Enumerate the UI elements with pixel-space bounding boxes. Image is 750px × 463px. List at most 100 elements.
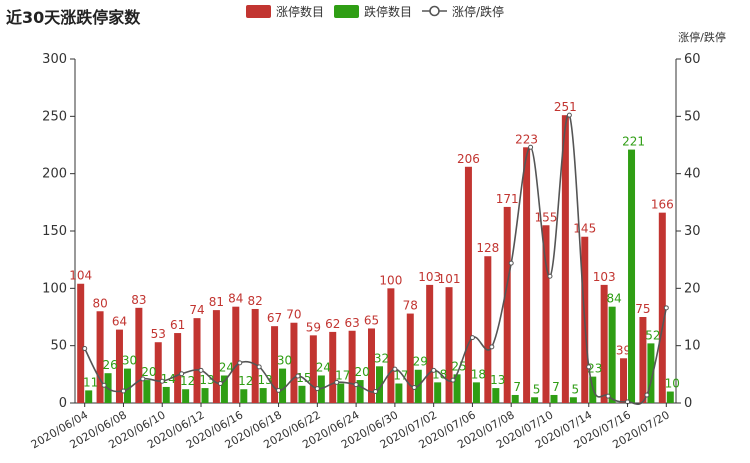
y-left-tick-label: 0 xyxy=(59,396,67,411)
limit-down-bar xyxy=(182,389,190,403)
limit-up-data-label: 74 xyxy=(189,303,204,317)
ratio-point xyxy=(295,373,301,379)
limit-up-bar xyxy=(464,166,472,403)
limit-down-data-label: 26 xyxy=(102,358,117,372)
limit-down-data-label: 20 xyxy=(141,365,156,379)
limit-up-data-label: 223 xyxy=(515,132,538,146)
y-left-tick-label: 250 xyxy=(42,109,67,124)
limit-up-data-label: 81 xyxy=(209,295,224,309)
y-right-tick-label: 50 xyxy=(684,109,701,124)
legend-swatch-limit-up xyxy=(246,5,271,18)
limit-down-bar xyxy=(647,343,655,403)
limit-up-bar xyxy=(387,288,395,403)
y-left-tick-label: 50 xyxy=(50,339,67,354)
limit-up-bar xyxy=(658,212,666,403)
ratio-point xyxy=(663,305,669,311)
limit-down-data-label: 5 xyxy=(533,382,541,396)
limit-up-data-label: 63 xyxy=(344,316,359,330)
limit-down-data-label: 32 xyxy=(374,351,389,365)
limit-up-data-label: 82 xyxy=(248,294,263,308)
limit-down-bar xyxy=(376,366,383,403)
limit-down-data-label: 5 xyxy=(572,382,580,396)
limit-up-bar xyxy=(348,330,356,403)
limit-up-bar xyxy=(115,329,123,403)
limit-down-bar xyxy=(317,375,325,403)
ratio-point xyxy=(411,385,417,391)
limit-down-data-label: 18 xyxy=(471,367,486,381)
limit-up-data-label: 67 xyxy=(267,311,282,325)
ratio-point xyxy=(469,335,475,341)
limit-up-bar xyxy=(406,313,414,403)
limit-up-bar xyxy=(523,147,531,403)
limit-down-bar xyxy=(492,388,500,403)
limit-up-data-label: 59 xyxy=(306,320,321,334)
ratio-point xyxy=(101,382,107,388)
y-right-tick-label: 40 xyxy=(684,167,701,182)
limit-up-bar xyxy=(232,306,240,403)
legend-swatch-limit-down xyxy=(334,5,359,18)
limit-up-bar xyxy=(426,284,434,403)
limit-up-data-label: 65 xyxy=(364,313,379,327)
limit-down-bar xyxy=(511,394,519,403)
limit-down-data-label: 11 xyxy=(83,375,98,389)
limit-up-data-label: 166 xyxy=(651,198,674,212)
limit-up-bar xyxy=(620,358,628,403)
legend-label-limit-down: 跌停数目 xyxy=(364,4,412,19)
ratio-point xyxy=(508,260,514,266)
limit-up-data-label: 171 xyxy=(496,192,519,206)
limit-up-data-label: 104 xyxy=(69,269,92,283)
limit-down-bar xyxy=(628,149,636,403)
limit-up-bar xyxy=(271,326,279,403)
limit-up-data-label: 128 xyxy=(476,241,499,255)
limit-down-bar xyxy=(298,385,306,403)
ratio-point xyxy=(353,382,359,388)
ratio-point xyxy=(237,360,243,366)
limit-up-bar xyxy=(368,328,375,403)
limit-down-bar xyxy=(356,380,364,403)
limit-down-bar xyxy=(259,388,267,403)
limit-down-data-label: 30 xyxy=(122,354,137,368)
limit-up-data-label: 206 xyxy=(457,152,480,166)
limit-down-bar xyxy=(531,397,539,403)
limit-up-bar xyxy=(135,307,143,403)
limit-up-bar xyxy=(212,310,220,403)
limit-up-bar xyxy=(445,287,453,403)
limit-up-data-label: 83 xyxy=(131,293,146,307)
y-right-tick-label: 30 xyxy=(684,224,701,239)
limit-down-data-label: 25 xyxy=(451,359,466,373)
y-right-tick-label: 0 xyxy=(684,396,692,411)
limit-down-data-label: 29 xyxy=(413,355,428,369)
limit-up-data-label: 61 xyxy=(170,318,185,332)
limit-up-bar xyxy=(193,318,201,403)
limit-up-data-label: 100 xyxy=(379,273,402,287)
limit-down-bar xyxy=(434,382,442,403)
ratio-point xyxy=(528,144,534,150)
limit-down-data-label: 13 xyxy=(258,373,273,387)
ratio-point xyxy=(140,376,146,382)
ratio-point xyxy=(586,364,592,370)
ratio-line xyxy=(83,113,668,406)
limit-up-bar xyxy=(561,115,569,403)
limit-down-bar xyxy=(608,306,616,403)
limit-down-data-label: 13 xyxy=(199,373,214,387)
limit-up-bar xyxy=(77,283,85,403)
y-left-tick-label: 200 xyxy=(42,167,67,182)
limit-down-data-label: 84 xyxy=(607,292,622,306)
ratio-point xyxy=(489,344,495,350)
y-right-tick-label: 10 xyxy=(684,339,701,354)
limit-up-data-label: 103 xyxy=(418,270,441,284)
limit-up-data-label: 103 xyxy=(593,270,616,284)
limit-down-bar xyxy=(162,386,170,403)
limit-down-data-label: 12 xyxy=(238,374,253,388)
legend-label-ratio: 涨停/跌停 xyxy=(452,4,504,19)
y-right-tick-label: 60 xyxy=(684,52,701,67)
limit-down-bar xyxy=(569,397,577,403)
limit-up-bar xyxy=(290,322,298,403)
limit-up-bar xyxy=(309,335,317,403)
limit-down-data-label: 7 xyxy=(552,380,560,394)
limit-up-data-label: 80 xyxy=(92,296,107,310)
ratio-point xyxy=(217,381,223,387)
y-left-tick-label: 300 xyxy=(42,52,67,67)
ratio-point xyxy=(431,367,437,373)
